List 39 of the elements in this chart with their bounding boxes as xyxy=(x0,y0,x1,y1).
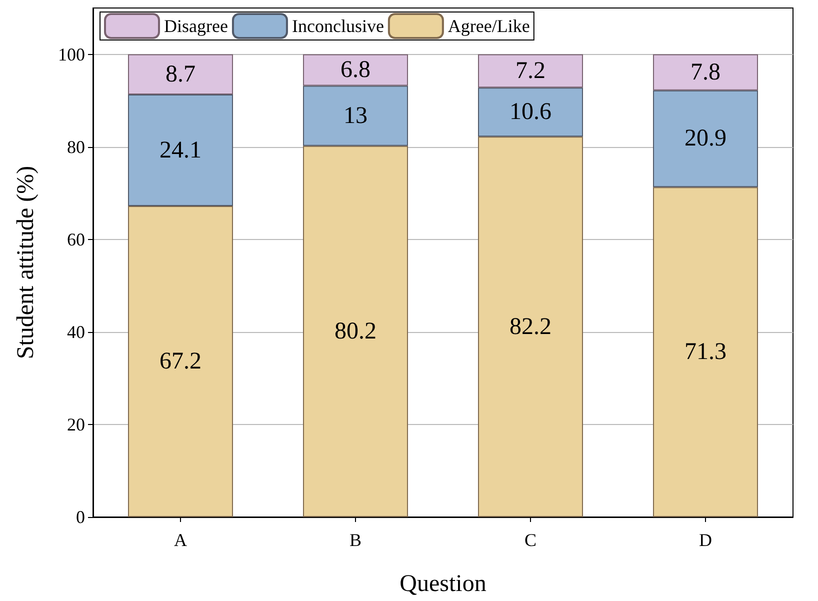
bar xyxy=(128,54,233,95)
legend-label: Inconclusive xyxy=(292,16,384,36)
data-label: 67.2 xyxy=(160,348,202,375)
data-label: 8.7 xyxy=(166,61,196,88)
data-label: 80.2 xyxy=(334,318,376,344)
x-tick-label: C xyxy=(524,530,537,550)
y-tick-label: 0 xyxy=(76,507,85,527)
data-label: 7.2 xyxy=(516,58,546,84)
bar xyxy=(303,146,408,517)
y-tick-label: 80 xyxy=(67,136,85,157)
data-label: 71.3 xyxy=(684,339,726,366)
bar xyxy=(653,90,758,188)
y-tick-label: 40 xyxy=(67,322,85,342)
legend-label: Agree/Like xyxy=(448,16,530,36)
data-label: 7.8 xyxy=(690,59,720,86)
data-label: 82.2 xyxy=(510,314,552,340)
bar xyxy=(478,136,583,517)
x-axis-title: Question xyxy=(400,571,486,597)
bar xyxy=(478,54,583,88)
bar xyxy=(653,54,758,90)
bar xyxy=(128,206,233,517)
y-tick-label: 60 xyxy=(67,229,85,250)
legend-label: Disagree xyxy=(164,16,228,36)
bar xyxy=(653,187,758,517)
x-tick-label: B xyxy=(349,530,362,550)
x-tick-label: A xyxy=(174,530,187,550)
y-axis-title: Student attitude (%) xyxy=(13,166,39,360)
y-tick-label: 100 xyxy=(58,44,85,64)
data-label: 10.6 xyxy=(510,99,552,126)
data-label: 13 xyxy=(344,102,368,129)
bar xyxy=(303,54,408,86)
data-label: 6.8 xyxy=(340,57,370,84)
x-tick-label: D xyxy=(699,530,712,550)
y-tick-label: 20 xyxy=(67,414,85,434)
bar xyxy=(478,88,583,137)
bar xyxy=(128,94,233,206)
data-label: 24.1 xyxy=(160,137,202,164)
bar xyxy=(303,86,408,146)
data-label: 20.9 xyxy=(684,126,726,152)
